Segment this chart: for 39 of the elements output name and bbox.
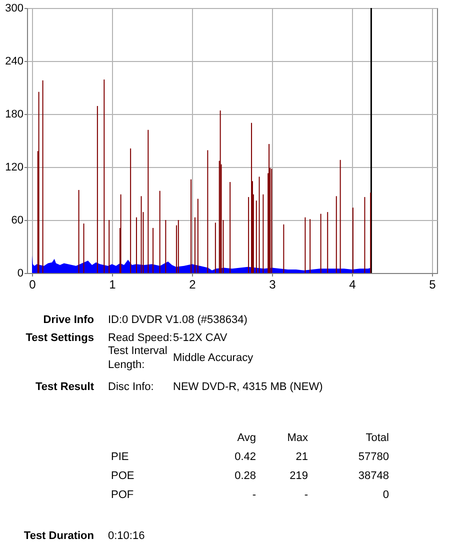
text: 5-12X CAV bbox=[173, 331, 228, 345]
text: Disc Info: bbox=[108, 380, 154, 394]
y-tick-label: 0 bbox=[17, 268, 24, 280]
text: 57780 bbox=[358, 450, 389, 464]
text: Avg bbox=[237, 431, 256, 445]
y-tick-label: 300 bbox=[5, 2, 24, 14]
x-tick-label: 3 bbox=[269, 278, 276, 292]
text: Test Result bbox=[36, 380, 94, 394]
text: ID:0 DVDR V1.08 (#538634) bbox=[108, 313, 248, 327]
x-tick-label: 2 bbox=[189, 278, 196, 292]
text: 0:10:16 bbox=[108, 529, 145, 543]
text: - bbox=[252, 488, 256, 502]
text: Test Interval Length: bbox=[108, 344, 168, 372]
text: 0.42 bbox=[234, 450, 256, 464]
text: NEW DVD-R, 4315 MB (NEW) bbox=[173, 380, 323, 394]
y-tick-label: 180 bbox=[5, 108, 24, 120]
x-tick-label: 0 bbox=[29, 278, 36, 292]
y-tick-label: 60 bbox=[11, 214, 24, 226]
x-tick-label: 1 bbox=[109, 278, 116, 292]
text: POF bbox=[111, 488, 134, 502]
text: 0 bbox=[382, 488, 389, 502]
text: Read Speed: bbox=[108, 331, 172, 345]
text: - bbox=[304, 488, 308, 502]
text: Test Duration bbox=[24, 529, 94, 543]
text: 21 bbox=[296, 450, 308, 464]
text: Middle Accuracy bbox=[173, 351, 254, 365]
text: POE bbox=[111, 469, 134, 483]
text: Max bbox=[287, 431, 308, 445]
text: 0.28 bbox=[234, 469, 256, 483]
text: Drive Info bbox=[43, 313, 94, 327]
text: Test Settings bbox=[26, 331, 94, 345]
text: 38748 bbox=[358, 469, 389, 483]
x-tick-label: 5 bbox=[429, 278, 436, 292]
x-tick-label: 4 bbox=[349, 278, 356, 292]
text: PIE bbox=[111, 450, 129, 464]
y-tick-label: 120 bbox=[5, 162, 24, 174]
text: 219 bbox=[290, 469, 308, 483]
y-tick-label: 240 bbox=[5, 56, 24, 68]
text: Total bbox=[366, 431, 389, 445]
